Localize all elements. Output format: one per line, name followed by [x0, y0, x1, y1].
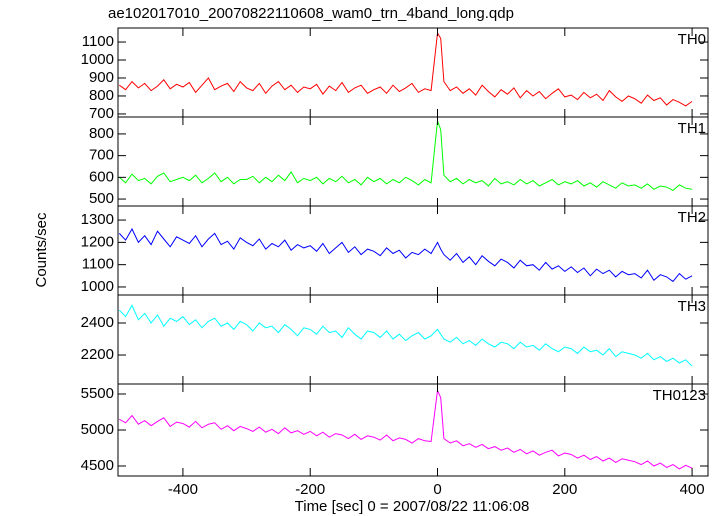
data-line [118, 120, 693, 191]
y-axis-label: Counts/sec [33, 212, 50, 288]
y-tick-label: 800 [89, 87, 114, 104]
y-tick-label: 700 [89, 147, 114, 164]
chart-title: ae102017010_20070822110608_wam0_trn_4ban… [108, 5, 514, 22]
y-tick-label: 700 [89, 105, 114, 122]
y-tick-label: 2400 [81, 314, 114, 331]
y-tick-label: 1000 [81, 51, 114, 68]
y-tick-label: 800 [89, 125, 114, 142]
x-tick-label: -200 [295, 481, 325, 498]
panel-frame [117, 116, 709, 207]
y-tick-label: 1200 [81, 233, 114, 250]
y-tick-label: 900 [89, 69, 114, 86]
series-label: TH3 [678, 298, 706, 315]
y-tick-label: 1100 [82, 33, 114, 50]
x-axis-label: Time [sec] 0 = 2007/08/22 11:06:08 [295, 498, 530, 515]
panel-frame [117, 27, 709, 118]
data-line [118, 304, 693, 367]
data-line [118, 227, 693, 283]
data-line [119, 31, 693, 107]
x-tick-label: 200 [552, 481, 577, 498]
x-tick-label: -400 [168, 481, 198, 498]
y-tick-label: 600 [89, 168, 114, 185]
y-tick-label: 1000 [81, 278, 114, 295]
panel-frame [117, 383, 709, 477]
x-tick-label: 0 [433, 481, 441, 498]
y-tick-label: 4500 [81, 457, 114, 474]
series-label: TH0123 [653, 387, 706, 404]
y-tick-label: 2200 [81, 346, 114, 363]
series-label: TH2 [678, 209, 706, 226]
y-tick-label: 5500 [81, 385, 114, 402]
panel-frame [117, 294, 709, 385]
y-tick-label: 5000 [81, 421, 114, 438]
x-tick-label: 400 [680, 481, 705, 498]
y-tick-label: 1300 [81, 211, 114, 228]
data-line [119, 388, 693, 470]
y-tick-label: 500 [89, 190, 114, 207]
y-tick-label: 1100 [82, 256, 114, 273]
series-label: TH0 [678, 31, 706, 48]
series-label: TH1 [678, 120, 706, 137]
panel-frame [117, 205, 709, 296]
